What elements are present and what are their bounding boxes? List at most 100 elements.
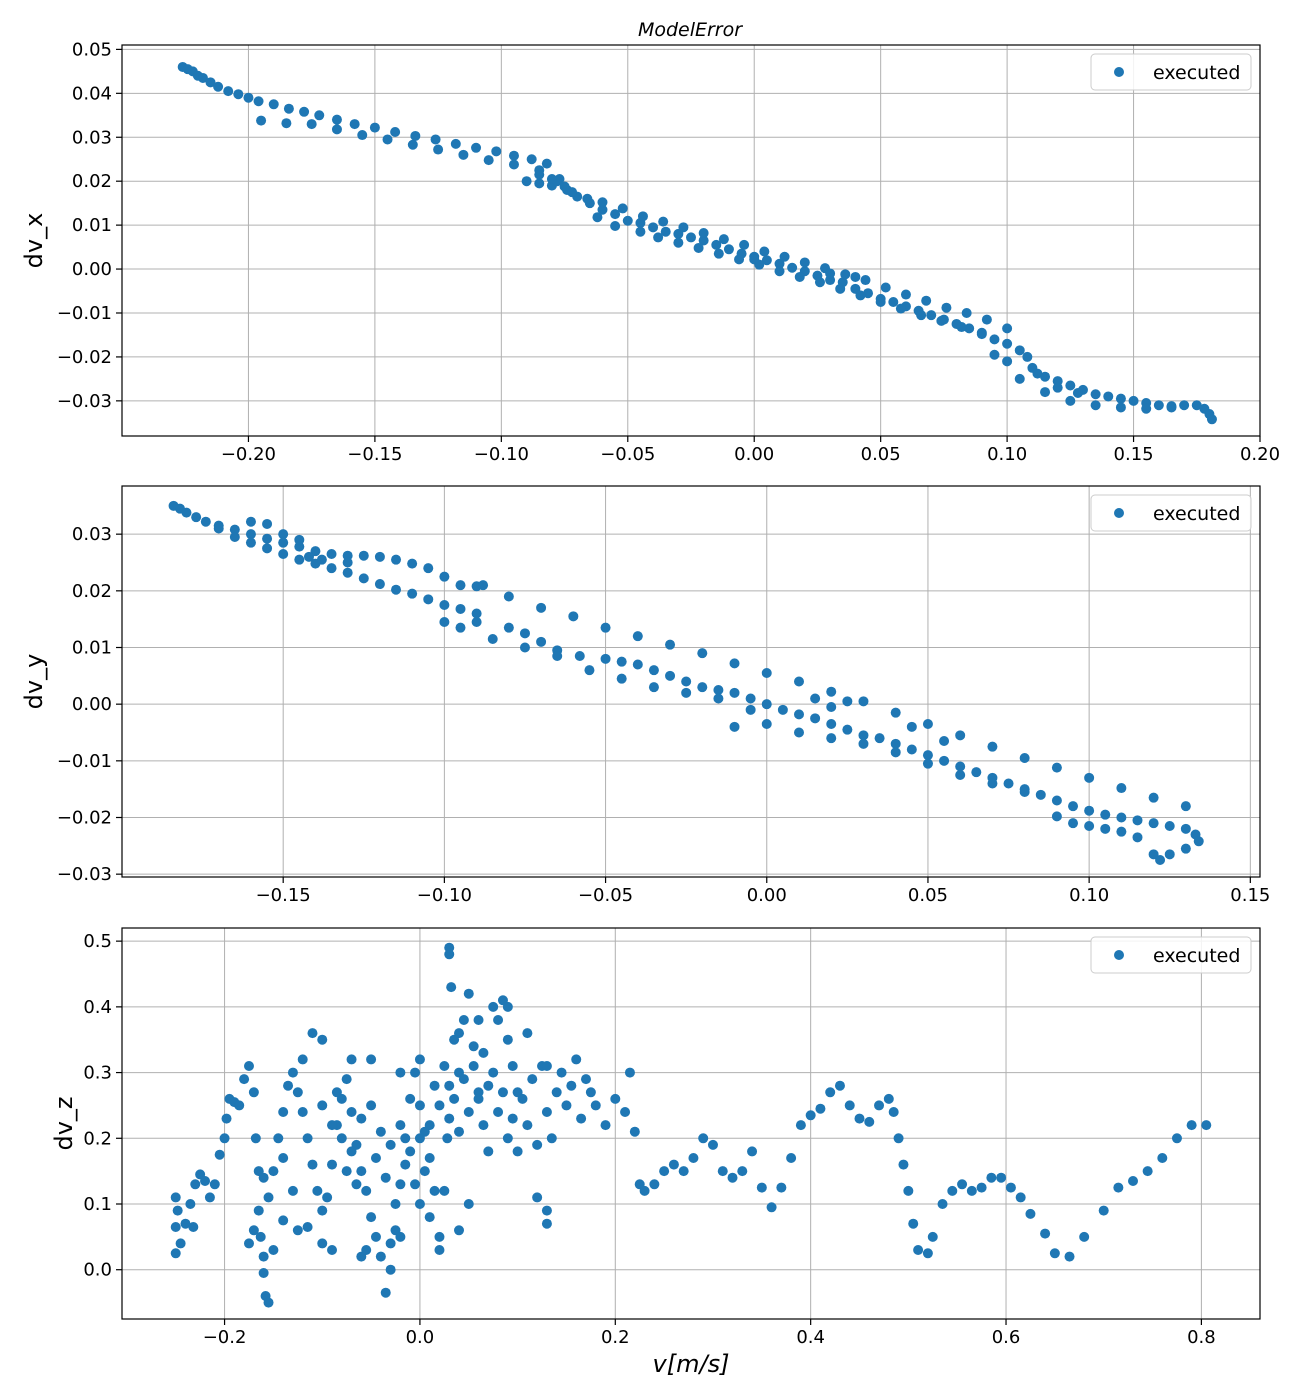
data-point: [688, 1153, 699, 1163]
data-point: [556, 1067, 567, 1078]
data-point: [561, 1100, 572, 1111]
data-point: [717, 1166, 728, 1177]
data-point: [458, 1015, 469, 1025]
data-point: [826, 686, 837, 697]
data-point: [245, 537, 256, 548]
data-point: [292, 1087, 303, 1098]
dv-x-legend: executed: [1090, 53, 1252, 91]
data-point: [191, 512, 202, 523]
data-point: [576, 1113, 587, 1124]
data-point: [729, 721, 740, 732]
x-tick-label: −0.15: [256, 885, 311, 906]
data-point: [507, 1113, 518, 1124]
x-tick-label: −0.05: [578, 885, 633, 906]
data-point: [660, 226, 671, 237]
data-point: [936, 315, 947, 326]
data-point: [649, 1179, 660, 1190]
data-point: [761, 668, 772, 678]
data-point: [734, 254, 745, 265]
data-point: [483, 1146, 494, 1157]
dv-y-ticks: −0.15 −0.10 −0.05 0.00 0.05 0.10 0.15 −0.03 −0.0…: [57, 524, 1271, 906]
data-point: [439, 617, 450, 627]
y-tick-label: −0.02: [57, 808, 112, 829]
data-point: [834, 1080, 845, 1091]
data-point: [568, 611, 579, 622]
data-point: [1068, 801, 1079, 812]
data-point: [582, 193, 593, 204]
data-point: [1148, 792, 1159, 803]
data-point: [366, 1054, 377, 1065]
dv-x-points: [177, 61, 1217, 425]
data-point: [987, 778, 998, 789]
data-point: [1014, 373, 1025, 384]
data-point: [1065, 380, 1076, 391]
data-point: [214, 1149, 225, 1160]
y-tick-label: −0.02: [57, 347, 112, 368]
data-point: [454, 1126, 465, 1137]
data-point: [204, 1192, 215, 1203]
data-point: [239, 1074, 250, 1085]
data-point: [253, 96, 264, 107]
data-point: [380, 1287, 391, 1298]
data-point: [659, 1166, 670, 1177]
data-point: [900, 289, 911, 300]
data-point: [1014, 345, 1025, 356]
data-point: [395, 1179, 406, 1190]
data-point: [391, 584, 402, 595]
data-point: [419, 1166, 430, 1177]
data-point: [955, 770, 966, 780]
data-point: [855, 290, 866, 301]
data-point: [317, 1205, 328, 1216]
data-point: [815, 1103, 826, 1114]
data-point: [268, 99, 279, 110]
data-point: [262, 533, 273, 544]
x-tick-label: 0.4: [796, 1327, 825, 1348]
data-point: [181, 507, 192, 518]
data-point: [258, 1172, 269, 1183]
data-point: [444, 942, 455, 953]
x-tick-label: −0.10: [417, 885, 472, 906]
dv-z-legend-label: executed: [1153, 945, 1240, 967]
data-point: [971, 767, 982, 778]
data-point: [777, 704, 788, 715]
data-point: [374, 551, 385, 562]
dv-z-legend-frame: [1090, 936, 1252, 974]
data-point: [1148, 818, 1159, 829]
data-point: [888, 297, 899, 308]
data-point: [358, 573, 369, 584]
data-point: [1100, 809, 1111, 820]
data-point: [1005, 1182, 1016, 1193]
data-point: [795, 1120, 806, 1131]
data-point: [906, 744, 917, 755]
data-point: [512, 1146, 523, 1157]
data-point: [678, 222, 689, 233]
data-point: [221, 1113, 232, 1124]
data-point: [170, 1192, 181, 1203]
data-point: [1171, 1133, 1182, 1144]
data-point: [1015, 1192, 1026, 1203]
dv-y-legend: executed: [1090, 494, 1252, 532]
data-point: [693, 242, 704, 253]
data-point: [941, 302, 952, 313]
data-point: [463, 1199, 474, 1209]
data-point: [1084, 772, 1095, 783]
data-point: [584, 665, 595, 676]
y-tick-label: 0.03: [72, 524, 112, 545]
data-point: [434, 1245, 445, 1255]
y-tick-label: 0.02: [72, 581, 112, 602]
data-point: [745, 693, 756, 704]
data-point: [858, 738, 869, 749]
data-point: [880, 282, 891, 293]
data-point: [927, 1231, 938, 1242]
data-point: [686, 232, 696, 243]
data-point: [774, 258, 785, 269]
data-point: [761, 699, 772, 710]
data-point: [1116, 826, 1127, 837]
data-point: [761, 719, 772, 729]
data-point: [429, 1185, 440, 1196]
x-tick-label: 0.15: [1230, 885, 1270, 906]
data-point: [908, 1218, 919, 1229]
data-point: [1164, 821, 1175, 831]
data-point: [317, 1034, 328, 1045]
y-tick-label: 0.5: [83, 931, 112, 952]
